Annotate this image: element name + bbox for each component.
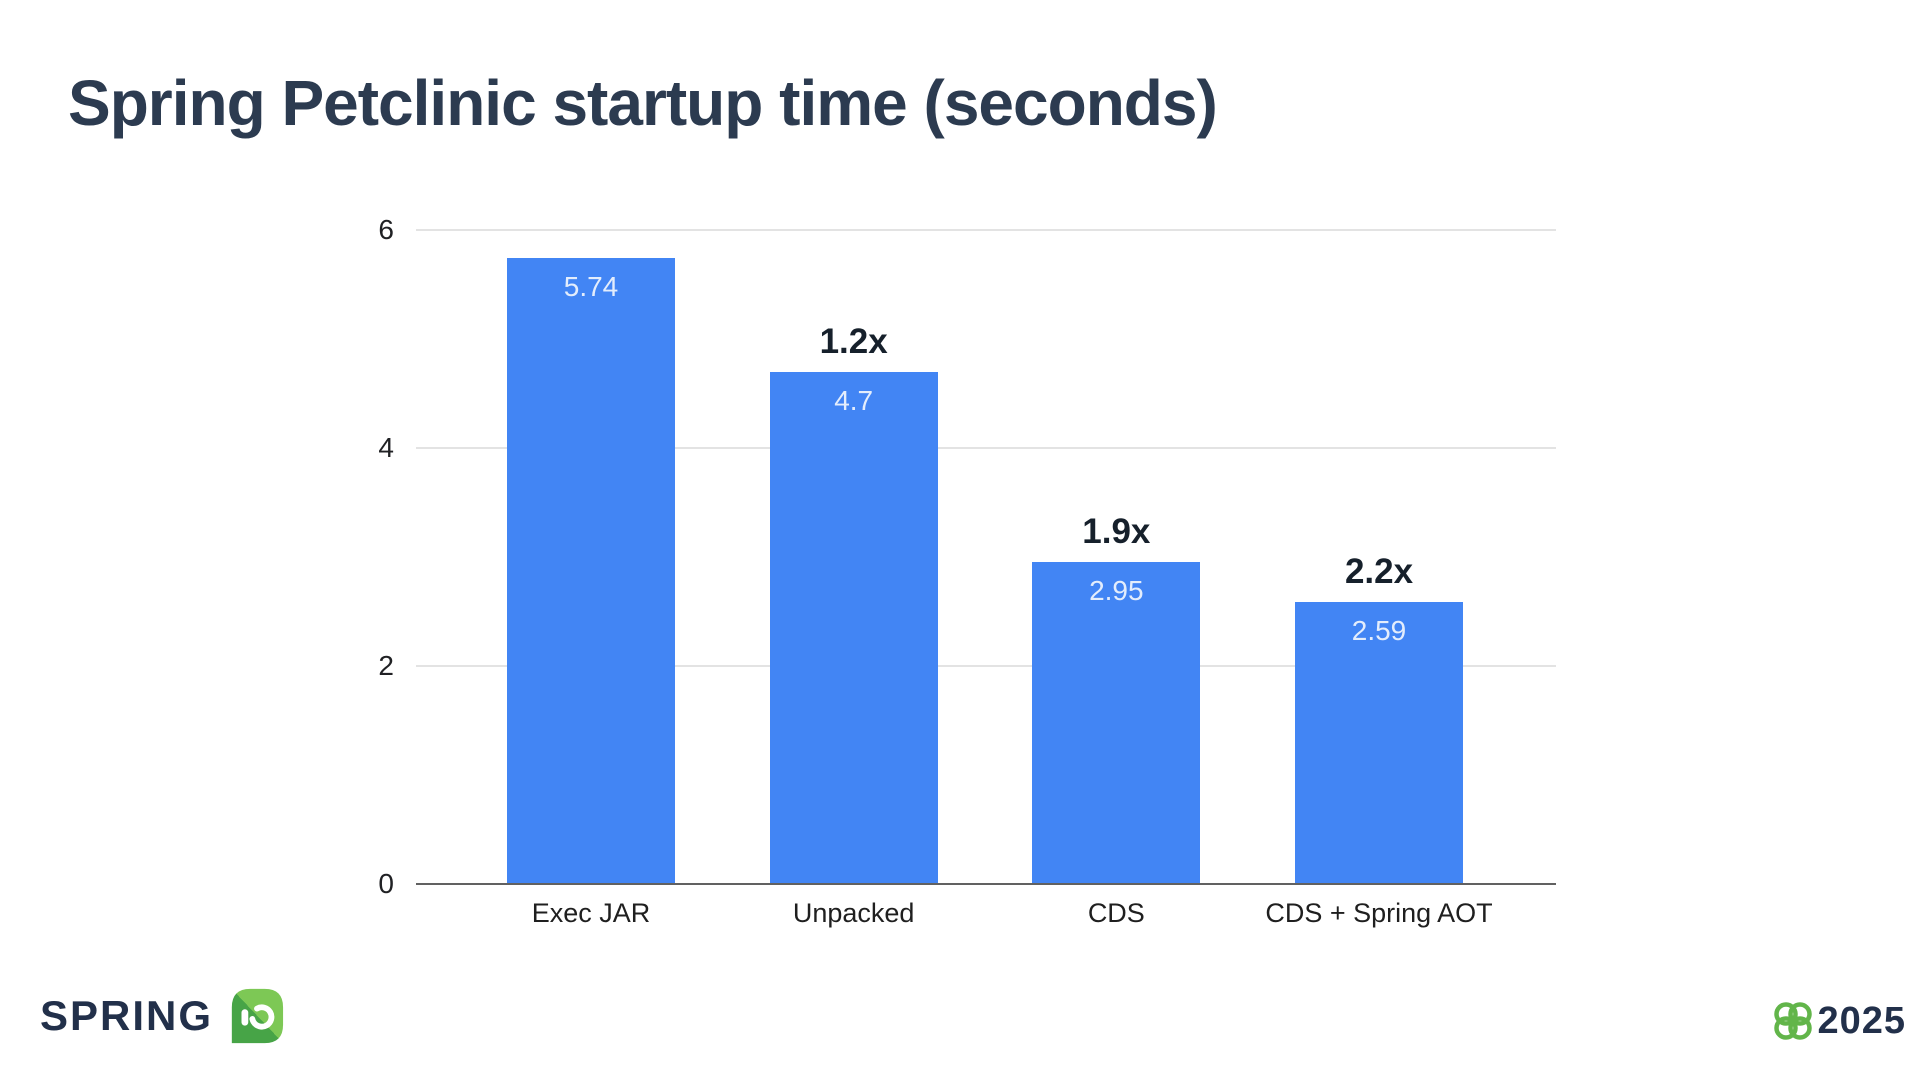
barcelona-flower-icon <box>1774 1002 1813 1040</box>
springio-leaf-icon <box>231 988 284 1044</box>
y-tick-label-2: 2 <box>378 650 394 681</box>
y-tick-label-4: 4 <box>378 432 394 463</box>
springio-brand: SPRING <box>40 984 285 1048</box>
bar-value-label: 2.59 <box>1351 614 1407 646</box>
bar-cds: 2.95 <box>1032 562 1201 883</box>
bar-unpacked: 4.7 <box>769 371 938 883</box>
x-tick-label: CDS <box>1087 898 1145 928</box>
bar-value-label: 4.7 <box>834 384 874 416</box>
year-label: 2025 <box>1817 999 1906 1042</box>
y-tick-label-0: 0 <box>378 868 394 899</box>
gridline-4 <box>416 447 1556 449</box>
speedup-label: 2.2x <box>1344 551 1414 591</box>
year-badge: 2025 <box>1773 998 1906 1044</box>
slide-title: Spring Petclinic startup time (seconds) <box>68 67 1218 139</box>
speedup-label: 1.9x <box>1082 512 1151 552</box>
bar-cds-spring-aot: 2.59 <box>1295 601 1463 883</box>
spring-wordmark: SPRING <box>40 992 214 1039</box>
gridline-2 <box>416 665 1556 667</box>
speedup-label: 1.2x <box>819 321 888 361</box>
x-axis-line <box>416 883 1556 885</box>
bar-value-label: 5.74 <box>563 271 619 303</box>
y-tick-label-6: 6 <box>378 214 394 245</box>
x-tick-label: CDS + Spring AOT <box>1265 898 1493 928</box>
x-tick-label: Unpacked <box>792 898 915 928</box>
bar-value-label: 2.95 <box>1089 575 1144 607</box>
gridline-6 <box>416 229 1556 231</box>
x-tick-label: Exec JAR <box>531 898 651 928</box>
bar-exec-jar: 5.74 <box>507 258 675 883</box>
